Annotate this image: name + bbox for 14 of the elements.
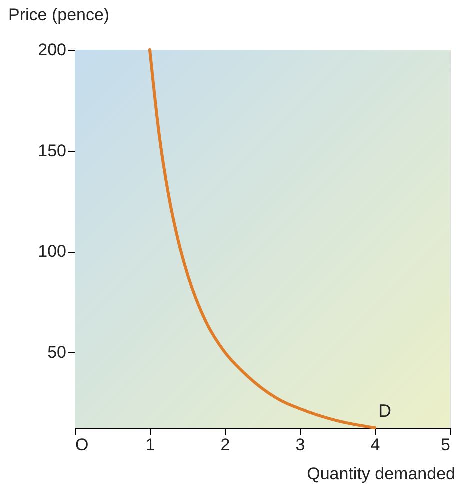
y-tick-label: 200 — [38, 40, 66, 60]
y-axis-title: Price (pence) — [8, 6, 110, 24]
y-tick-label: 150 — [38, 141, 66, 160]
x-tick-label: 3 — [296, 436, 306, 454]
y-tick-label: 50 — [48, 342, 66, 362]
line-series — [148, 48, 376, 430]
y-tick-label: 100 — [38, 242, 66, 262]
x-tick-label: 1 — [146, 436, 156, 454]
x-tick-label: O — [76, 436, 89, 454]
annotation: D — [378, 401, 392, 421]
x-axis-title: Quantity demanded — [307, 464, 456, 484]
x-tick-label: 5 — [441, 436, 450, 454]
x-tick-label: 2 — [220, 436, 230, 454]
x-tick-label: 4 — [370, 436, 380, 454]
